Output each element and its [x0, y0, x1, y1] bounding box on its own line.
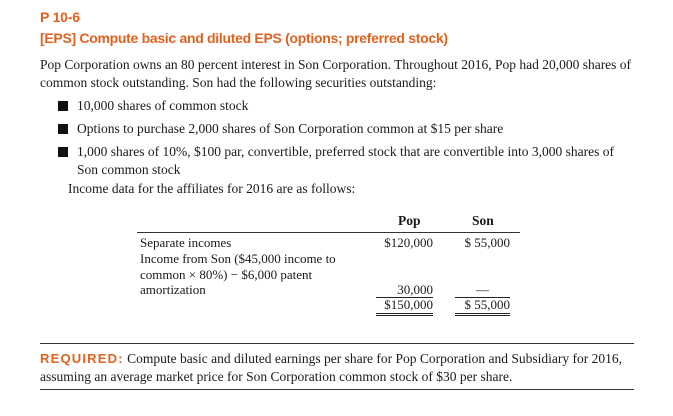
- required-section: REQUIRED: Compute basic and diluted earn…: [40, 350, 640, 386]
- required-bottom-rule: [40, 389, 634, 390]
- required-text: Compute basic and diluted earnings per s…: [40, 351, 623, 384]
- list-item-text: 1,000 shares of 10%, $100 par, convertib…: [77, 144, 615, 177]
- total-pop: $150,000: [376, 297, 433, 316]
- cell-pop-income-from-son: 30,000: [397, 282, 433, 297]
- row-label-separate-incomes: Separate incomes: [140, 235, 232, 250]
- row-label-income-from-son: Income from Son ($45,000 income to commo…: [140, 251, 336, 297]
- intro-paragraph: Pop Corporation owns an 80 percent inter…: [40, 57, 632, 90]
- list-item-text: Options to purchase 2,000 shares of Son …: [77, 121, 504, 136]
- required-top-rule: [40, 343, 634, 344]
- list-item: 10,000 shares of common stock: [58, 97, 638, 115]
- bullet-square-icon: [58, 101, 68, 111]
- table-header-rule: [137, 232, 520, 233]
- cell-son-separate-incomes: $ 55,000: [464, 235, 511, 250]
- list-item-text: 10,000 shares of common stock: [77, 98, 249, 113]
- bullet-square-icon: [58, 124, 68, 134]
- income-intro: Income data for the affiliates for 2016 …: [68, 181, 356, 196]
- total-son: $ 55,000: [455, 297, 510, 316]
- required-label: REQUIRED:: [40, 351, 124, 366]
- bullet-square-icon: [58, 147, 68, 157]
- problem-title: [EPS] Compute basic and diluted EPS (opt…: [40, 30, 448, 46]
- cell-pop-separate-incomes: $120,000: [384, 235, 433, 250]
- cell-son-income-from-son: —: [476, 282, 489, 297]
- securities-list: 10,000 shares of common stock Options to…: [58, 97, 638, 184]
- problem-number: P 10-6: [40, 9, 80, 25]
- column-header-pop: Pop: [398, 213, 421, 228]
- list-item: Options to purchase 2,000 shares of Son …: [58, 120, 638, 138]
- list-item: 1,000 shares of 10%, $100 par, convertib…: [58, 143, 638, 179]
- column-header-son: Son: [472, 213, 494, 228]
